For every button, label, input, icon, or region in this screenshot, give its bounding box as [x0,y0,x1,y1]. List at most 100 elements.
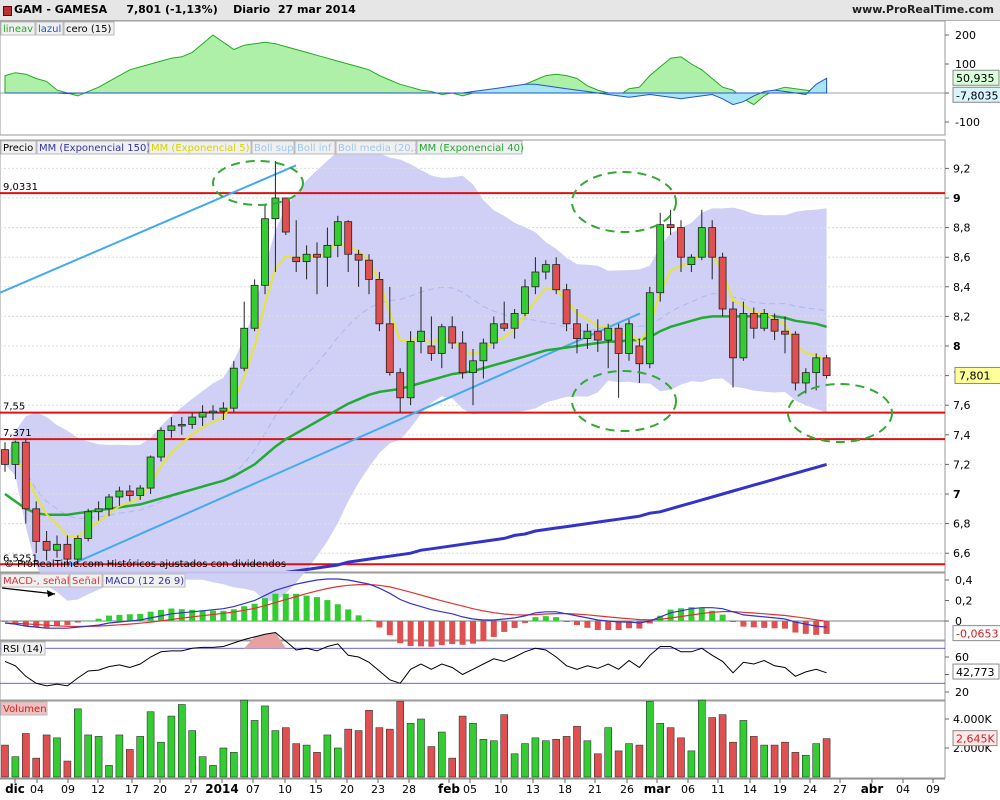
volume-bar-down [63,760,72,778]
macd-bar-down [438,621,445,646]
volume-bar-up [739,720,748,778]
volume-bar-up [333,747,342,778]
volume-bar-up [115,734,124,778]
price-legend-box [36,140,149,155]
candle-up [209,410,217,414]
x-tick-label: 07 [246,783,260,796]
macd-bar-down [730,621,736,622]
volume-bar-down [708,717,717,778]
macd-bar-up [106,615,112,621]
price-tick-label: 9 [953,192,961,205]
volume-bar-down [573,725,581,778]
volume-bar-down [677,737,685,778]
macd-bar-up [126,614,133,621]
macd-bar-up [657,615,664,621]
price-legend-item: Boll inf [297,143,332,154]
volume-bar-up [479,738,488,778]
x-tick-label: 15 [309,783,323,796]
candle-up [417,330,425,342]
macd-bar-down [64,621,71,626]
macd-bar-down [459,621,466,645]
macd-legend-item: MACD (12 26 9) [105,576,184,587]
candle-up [146,456,155,489]
candle-down [729,308,737,359]
x-tick-label: dic [5,782,25,796]
x-tick-label: 23 [371,783,385,796]
price-legend-item: MM (Exponencial 150) [39,143,150,154]
macd-legend-box [69,573,103,588]
macd-bar-down [43,621,50,628]
candle-down [791,333,800,384]
volume-bar-up [541,740,550,778]
volume-bar-down [281,727,290,778]
volume-bar-down [552,738,561,778]
volume-bar-down [635,744,644,778]
candle-down [365,259,373,280]
osc-legend-box [35,21,64,36]
candle-up [333,221,342,246]
candle-up [157,429,165,458]
highlight-ellipse [787,383,893,443]
brand-link[interactable]: www.ProRealTime.com [851,3,994,16]
osc-tick-label: 200 [955,29,976,42]
price-label: 7,801 [126,3,162,16]
macd-bar-down [480,621,487,641]
macd-bar-down [802,621,809,634]
volume-bar-up [625,743,633,778]
macd-bar-down [428,621,435,647]
macd-tick-label: 0,2 [955,595,973,608]
x-tick-label: 04 [896,783,910,796]
macd-legend-box [102,573,186,588]
volume-bar-down [313,752,321,778]
x-tick-label: mar [644,782,671,796]
x-tick-label: 2014 [205,782,238,796]
volume-bar-down [1,744,9,778]
candle-down [458,342,467,374]
volume-bar-down [375,727,384,778]
rsi-legend-box [0,641,46,656]
volume-value-box [952,730,998,747]
candle-down [718,256,727,310]
candle-up [469,360,477,374]
macd-bar-down [771,621,778,629]
x-tick-label: 10 [494,783,508,796]
macd-bar-up [324,600,331,621]
price-tick-label: 8,6 [953,251,971,264]
candle-up [261,218,269,286]
volume-bar-down [729,741,737,778]
macd-bar-up [532,617,539,621]
candle-up [489,323,498,344]
macd-tick-label: 0 [955,615,962,628]
macd-bar-up [667,609,674,621]
price-legend-box [416,140,523,155]
volume-bar-up [136,736,144,778]
candle-down [313,253,321,258]
candle-up [73,538,82,560]
last-price-label: 7,801 [959,369,991,382]
macd-bar-up [178,609,185,621]
volume-bar-up [323,734,332,778]
volume-bar-down [354,730,363,778]
macd-bar-down [12,621,19,623]
lower-trendline [69,312,641,566]
candle-up [302,253,311,263]
macd-bar-up [251,603,258,621]
macd-value-box [952,625,1000,642]
volume-bar-up [188,730,196,778]
macd-bar-up [698,608,705,621]
x-tick-label: 18 [558,783,572,796]
volume-bar-up [521,743,529,778]
macd-bar-up [355,615,362,621]
price-tick-label: 7,6 [953,399,971,412]
macd-bar-down [501,621,508,632]
x-tick-label: feb [438,782,460,796]
volume-bar-down [32,757,41,778]
candle-down [749,313,758,329]
macd-legend-item: MACD-, señal [3,576,70,587]
candle-up [53,543,61,551]
rsi-tick-label: 60 [955,651,969,664]
macd-bar-up [189,609,196,621]
macd-bar-down [740,621,747,627]
macd-bar-up [241,606,248,621]
candle-up [188,416,197,425]
